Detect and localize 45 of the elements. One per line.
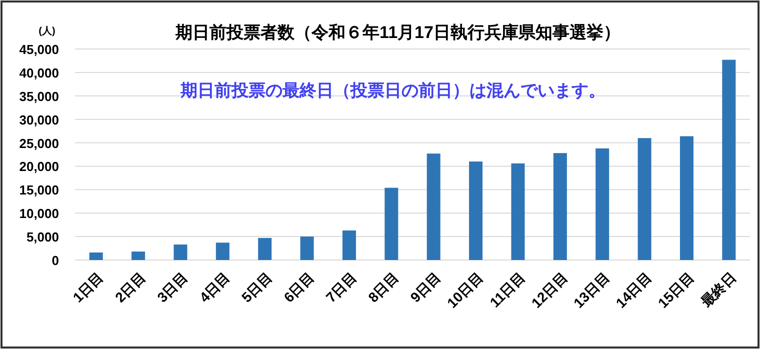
y-axis-title: (人): [38, 25, 56, 37]
y-tick-label: 35,000: [19, 88, 59, 104]
annotation: 期日前投票の最終日（投票日の前日）は混んでいます。: [180, 81, 606, 100]
x-tick-label: 10日目: [444, 268, 486, 311]
x-tick-label: 14日目: [612, 268, 655, 311]
bar: [511, 163, 525, 260]
bar: [384, 188, 398, 260]
bar: [426, 154, 440, 260]
bar: [553, 153, 567, 260]
x-tick-label: 15日目: [654, 268, 697, 311]
bar: [300, 236, 314, 260]
x-tick-label: 11日目: [486, 268, 528, 310]
x-tick-label: 12日目: [528, 268, 570, 311]
y-tick-label: 20,000: [19, 159, 59, 174]
bar: [132, 252, 146, 260]
y-tick-label: 40,000: [19, 65, 59, 80]
y-tick-label: 30,000: [19, 112, 59, 128]
chart-title: 期日前投票者数（令和６年11月17日執行兵庫県知事選挙）: [174, 23, 620, 42]
x-tick-label: 最終日: [697, 268, 740, 311]
y-tick-label: 5,000: [26, 230, 59, 245]
x-tick-label: 2日目: [112, 268, 148, 306]
x-tick-label: 5日目: [238, 268, 275, 306]
x-tick-label: 3日目: [154, 268, 191, 306]
x-tick-label: 4日目: [196, 268, 233, 306]
x-tick-label: 1日目: [70, 268, 106, 306]
bar: [638, 138, 652, 260]
x-tick-label: 9日目: [407, 268, 444, 306]
y-tick-label: 10,000: [19, 206, 59, 222]
bar: [722, 60, 736, 260]
x-tick-label: 8日目: [364, 268, 402, 306]
bar: [174, 244, 188, 260]
bar: [596, 148, 610, 260]
bar: [680, 136, 694, 260]
bar: [216, 242, 230, 260]
y-tick-label: 15,000: [19, 182, 59, 198]
x-tick-label: 7日目: [322, 268, 360, 306]
x-tick-label: 6日目: [280, 268, 318, 306]
x-tick-label: 13日目: [570, 268, 612, 311]
y-tick-label: 45,000: [19, 42, 59, 57]
y-tick-label: 0: [52, 253, 59, 268]
bar: [342, 230, 356, 260]
bar: [258, 238, 272, 260]
bar: [89, 252, 103, 260]
y-tick-label: 25,000: [19, 136, 59, 151]
bar: [469, 162, 483, 260]
